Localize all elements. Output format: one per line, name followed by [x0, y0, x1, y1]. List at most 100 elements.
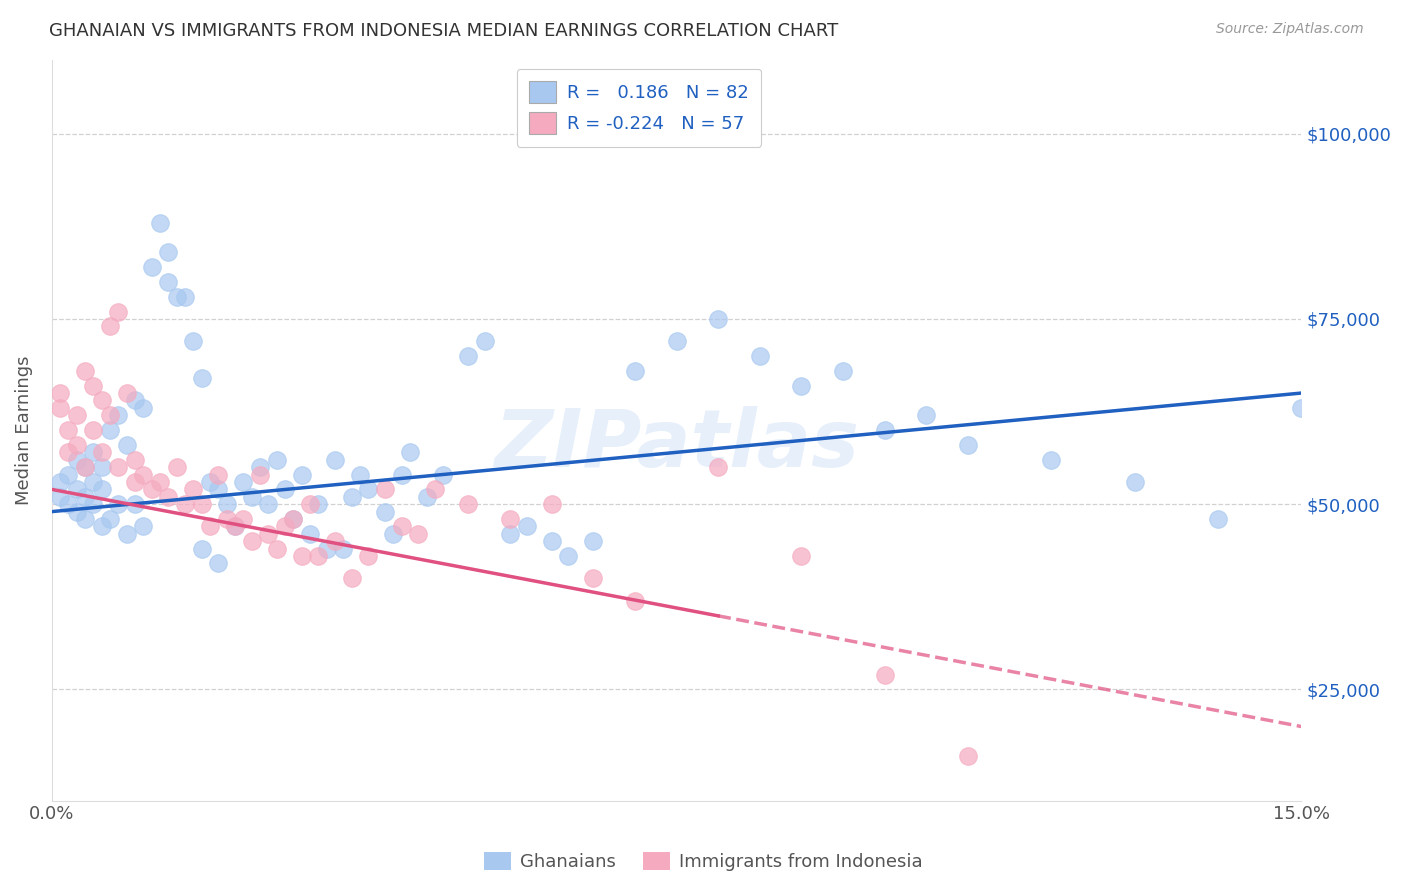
Point	[249, 467, 271, 482]
Point	[90, 460, 112, 475]
Point	[98, 409, 121, 423]
Point	[307, 549, 329, 563]
Point	[198, 519, 221, 533]
Point	[82, 423, 104, 437]
Point	[457, 497, 479, 511]
Point	[1123, 475, 1146, 489]
Point	[49, 401, 72, 415]
Text: GHANAIAN VS IMMIGRANTS FROM INDONESIA MEDIAN EARNINGS CORRELATION CHART: GHANAIAN VS IMMIGRANTS FROM INDONESIA ME…	[49, 22, 838, 40]
Point	[215, 497, 238, 511]
Point	[207, 557, 229, 571]
Point	[124, 393, 146, 408]
Point	[1291, 401, 1313, 415]
Point	[257, 497, 280, 511]
Point	[516, 519, 538, 533]
Point	[157, 490, 180, 504]
Point	[307, 497, 329, 511]
Point	[124, 452, 146, 467]
Point	[132, 467, 155, 482]
Point	[540, 534, 562, 549]
Point	[357, 483, 380, 497]
Point	[98, 423, 121, 437]
Point	[291, 467, 314, 482]
Point	[582, 534, 605, 549]
Point	[249, 460, 271, 475]
Point	[323, 534, 346, 549]
Point	[207, 467, 229, 482]
Point	[624, 364, 647, 378]
Point	[207, 483, 229, 497]
Point	[75, 490, 97, 504]
Point	[391, 519, 413, 533]
Point	[82, 445, 104, 459]
Point	[157, 245, 180, 260]
Point	[224, 519, 246, 533]
Point	[115, 386, 138, 401]
Point	[58, 445, 80, 459]
Point	[115, 526, 138, 541]
Point	[349, 467, 371, 482]
Point	[166, 460, 188, 475]
Point	[232, 475, 254, 489]
Point	[432, 467, 454, 482]
Point	[183, 334, 205, 348]
Point	[90, 393, 112, 408]
Point	[75, 460, 97, 475]
Point	[157, 275, 180, 289]
Point	[90, 483, 112, 497]
Point	[174, 497, 197, 511]
Point	[49, 475, 72, 489]
Point	[382, 526, 405, 541]
Point	[90, 519, 112, 533]
Point	[748, 349, 770, 363]
Point	[49, 490, 72, 504]
Point	[66, 505, 89, 519]
Point	[240, 534, 263, 549]
Point	[323, 452, 346, 467]
Point	[149, 216, 172, 230]
Point	[283, 512, 305, 526]
Point	[115, 438, 138, 452]
Point	[665, 334, 688, 348]
Point	[257, 526, 280, 541]
Point	[457, 349, 479, 363]
Point	[98, 319, 121, 334]
Point	[423, 483, 446, 497]
Point	[124, 497, 146, 511]
Point	[357, 549, 380, 563]
Point	[215, 512, 238, 526]
Point	[499, 526, 522, 541]
Point	[58, 467, 80, 482]
Point	[174, 290, 197, 304]
Point	[124, 475, 146, 489]
Point	[291, 549, 314, 563]
Point	[957, 749, 980, 764]
Point	[499, 512, 522, 526]
Point	[107, 409, 129, 423]
Point	[399, 445, 422, 459]
Point	[582, 571, 605, 585]
Point	[790, 549, 813, 563]
Point	[391, 467, 413, 482]
Y-axis label: Median Earnings: Median Earnings	[15, 355, 32, 505]
Point	[58, 497, 80, 511]
Point	[75, 460, 97, 475]
Point	[132, 519, 155, 533]
Point	[66, 409, 89, 423]
Point	[707, 460, 730, 475]
Point	[707, 312, 730, 326]
Point	[141, 260, 163, 274]
Point	[82, 497, 104, 511]
Point	[374, 483, 396, 497]
Point	[82, 378, 104, 392]
Point	[66, 452, 89, 467]
Legend: R =   0.186   N = 82, R = -0.224   N = 57: R = 0.186 N = 82, R = -0.224 N = 57	[516, 69, 762, 147]
Legend: Ghanaians, Immigrants from Indonesia: Ghanaians, Immigrants from Indonesia	[477, 845, 929, 879]
Point	[624, 593, 647, 607]
Point	[58, 423, 80, 437]
Point	[557, 549, 579, 563]
Point	[1206, 512, 1229, 526]
Point	[274, 483, 297, 497]
Point	[107, 460, 129, 475]
Point	[82, 475, 104, 489]
